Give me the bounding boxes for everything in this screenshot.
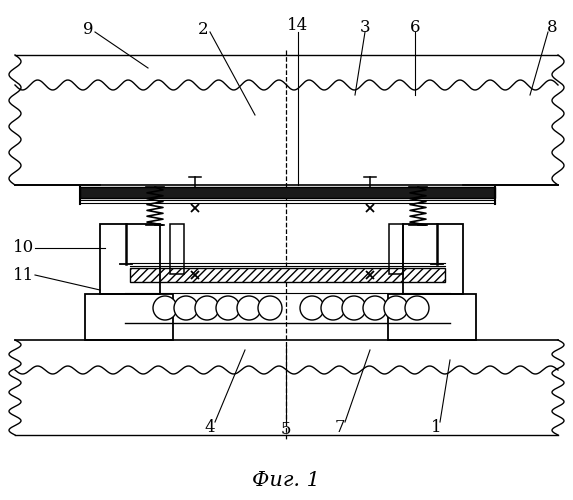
Circle shape — [342, 296, 366, 320]
Text: 11: 11 — [13, 266, 34, 283]
Text: 6: 6 — [410, 18, 420, 36]
Circle shape — [405, 296, 429, 320]
Bar — [100, 224, 160, 294]
Circle shape — [237, 296, 261, 320]
Text: 5: 5 — [281, 420, 291, 438]
Text: 8: 8 — [547, 20, 558, 36]
Text: 7: 7 — [335, 418, 346, 436]
Bar — [388, 294, 476, 340]
Bar — [389, 224, 403, 274]
Circle shape — [258, 296, 282, 320]
Text: 10: 10 — [13, 240, 34, 256]
Bar — [403, 224, 463, 294]
Text: 1: 1 — [431, 418, 441, 436]
Circle shape — [153, 296, 177, 320]
Circle shape — [384, 296, 408, 320]
Text: 14: 14 — [288, 18, 309, 34]
Circle shape — [300, 296, 324, 320]
Bar — [85, 294, 173, 340]
Text: 4: 4 — [205, 418, 215, 436]
Circle shape — [363, 296, 387, 320]
Text: 9: 9 — [83, 22, 93, 38]
Bar — [170, 224, 184, 274]
Circle shape — [174, 296, 198, 320]
Text: 2: 2 — [198, 22, 209, 38]
Circle shape — [321, 296, 345, 320]
Bar — [130, 268, 445, 282]
Circle shape — [216, 296, 240, 320]
Text: Фиг. 1: Фиг. 1 — [252, 470, 320, 490]
Circle shape — [195, 296, 219, 320]
Text: 3: 3 — [360, 18, 370, 36]
Bar — [80, 187, 495, 198]
